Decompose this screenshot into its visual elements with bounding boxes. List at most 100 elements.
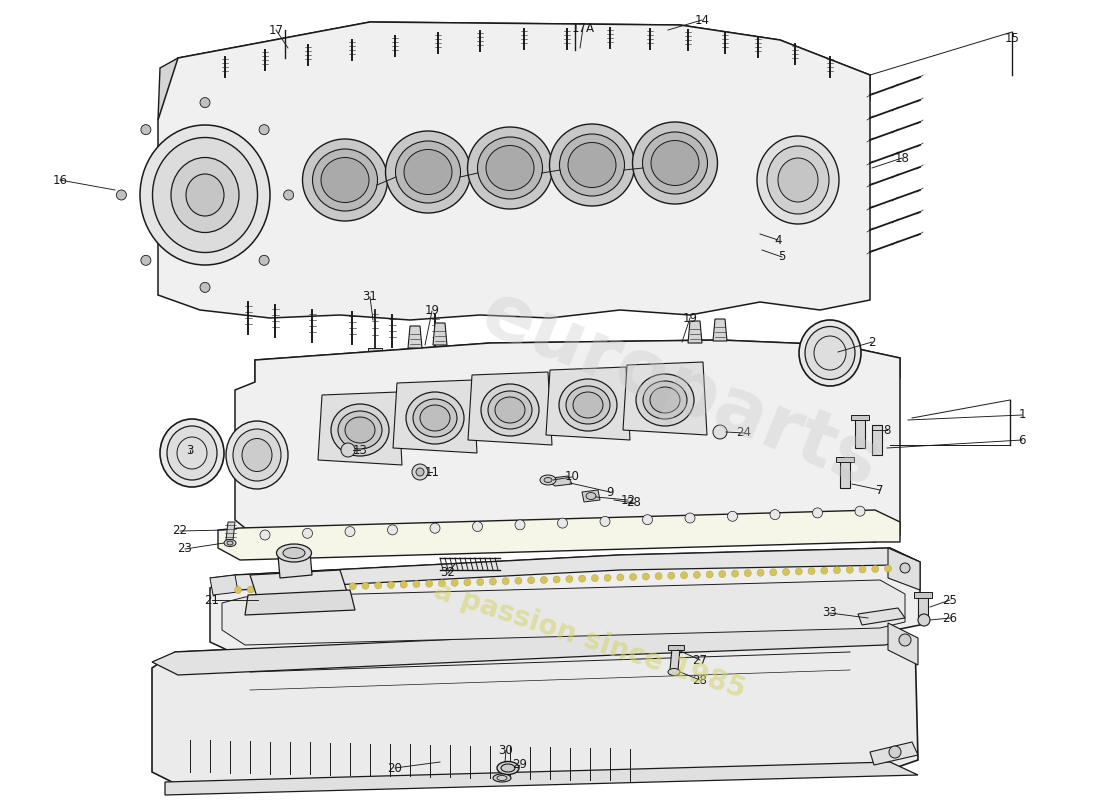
Circle shape xyxy=(732,570,738,577)
Circle shape xyxy=(617,574,624,581)
Circle shape xyxy=(286,585,293,592)
Ellipse shape xyxy=(167,426,217,480)
Ellipse shape xyxy=(468,127,552,209)
Circle shape xyxy=(439,580,446,586)
Circle shape xyxy=(782,569,790,575)
Ellipse shape xyxy=(477,137,542,199)
Polygon shape xyxy=(670,648,680,670)
Circle shape xyxy=(565,575,573,582)
Circle shape xyxy=(400,581,407,588)
Circle shape xyxy=(808,567,815,574)
Circle shape xyxy=(476,578,484,586)
Polygon shape xyxy=(222,580,905,645)
Circle shape xyxy=(553,576,560,583)
Circle shape xyxy=(604,574,612,582)
Polygon shape xyxy=(152,623,915,675)
Circle shape xyxy=(141,255,151,266)
Circle shape xyxy=(757,570,764,576)
Ellipse shape xyxy=(226,421,288,489)
Polygon shape xyxy=(870,742,918,765)
Ellipse shape xyxy=(302,139,387,221)
Circle shape xyxy=(834,566,840,574)
Circle shape xyxy=(515,578,521,584)
Text: europarts: europarts xyxy=(471,277,890,503)
Circle shape xyxy=(345,526,355,537)
Text: 5: 5 xyxy=(779,250,785,263)
Circle shape xyxy=(600,517,610,526)
Ellipse shape xyxy=(153,138,257,253)
Polygon shape xyxy=(433,323,447,345)
Text: 8: 8 xyxy=(883,423,891,437)
Circle shape xyxy=(693,571,701,578)
Circle shape xyxy=(795,568,802,575)
Ellipse shape xyxy=(186,174,224,216)
Circle shape xyxy=(362,582,369,590)
Text: 22: 22 xyxy=(173,525,187,538)
Circle shape xyxy=(642,514,652,525)
Text: 13: 13 xyxy=(353,443,367,457)
Circle shape xyxy=(426,580,432,587)
Circle shape xyxy=(899,634,911,646)
Circle shape xyxy=(918,614,930,626)
Polygon shape xyxy=(918,595,928,618)
Ellipse shape xyxy=(420,405,450,431)
Circle shape xyxy=(260,586,267,593)
Circle shape xyxy=(260,530,270,540)
Circle shape xyxy=(200,98,210,108)
Polygon shape xyxy=(152,623,918,785)
Circle shape xyxy=(900,563,910,573)
Circle shape xyxy=(412,581,420,588)
Ellipse shape xyxy=(331,404,389,456)
Circle shape xyxy=(706,571,713,578)
Circle shape xyxy=(473,522,483,531)
Circle shape xyxy=(889,746,901,758)
Polygon shape xyxy=(210,575,238,595)
Text: 12: 12 xyxy=(620,494,636,506)
Ellipse shape xyxy=(805,326,855,379)
Circle shape xyxy=(302,528,312,538)
Ellipse shape xyxy=(338,411,382,449)
Ellipse shape xyxy=(406,392,464,444)
Polygon shape xyxy=(368,348,382,358)
Ellipse shape xyxy=(404,150,452,194)
Ellipse shape xyxy=(550,124,635,206)
Circle shape xyxy=(528,577,535,584)
Circle shape xyxy=(540,577,548,583)
Polygon shape xyxy=(840,460,850,488)
Text: 14: 14 xyxy=(694,14,710,26)
Ellipse shape xyxy=(233,429,280,481)
Ellipse shape xyxy=(321,158,368,202)
Circle shape xyxy=(490,578,496,585)
Polygon shape xyxy=(582,490,600,502)
Ellipse shape xyxy=(559,379,617,431)
Ellipse shape xyxy=(276,544,311,562)
Circle shape xyxy=(502,578,509,585)
Polygon shape xyxy=(210,548,920,590)
Ellipse shape xyxy=(242,438,272,471)
Ellipse shape xyxy=(632,122,717,204)
Polygon shape xyxy=(245,590,355,615)
Circle shape xyxy=(579,575,585,582)
Text: 24: 24 xyxy=(737,426,751,439)
Ellipse shape xyxy=(586,493,596,499)
Polygon shape xyxy=(836,457,854,462)
Polygon shape xyxy=(888,623,918,665)
Circle shape xyxy=(770,510,780,520)
Circle shape xyxy=(713,425,727,439)
Circle shape xyxy=(718,570,726,578)
Polygon shape xyxy=(546,367,630,440)
Text: 26: 26 xyxy=(943,611,957,625)
Text: 17: 17 xyxy=(268,23,284,37)
Ellipse shape xyxy=(644,381,688,419)
Circle shape xyxy=(412,464,428,480)
Text: 28: 28 xyxy=(693,674,707,686)
Polygon shape xyxy=(158,22,870,320)
Ellipse shape xyxy=(767,146,829,214)
Circle shape xyxy=(859,566,866,573)
Ellipse shape xyxy=(497,762,519,774)
Ellipse shape xyxy=(757,136,839,224)
Text: 4: 4 xyxy=(774,234,782,246)
Circle shape xyxy=(349,582,356,590)
Circle shape xyxy=(298,584,305,591)
Circle shape xyxy=(642,573,649,580)
